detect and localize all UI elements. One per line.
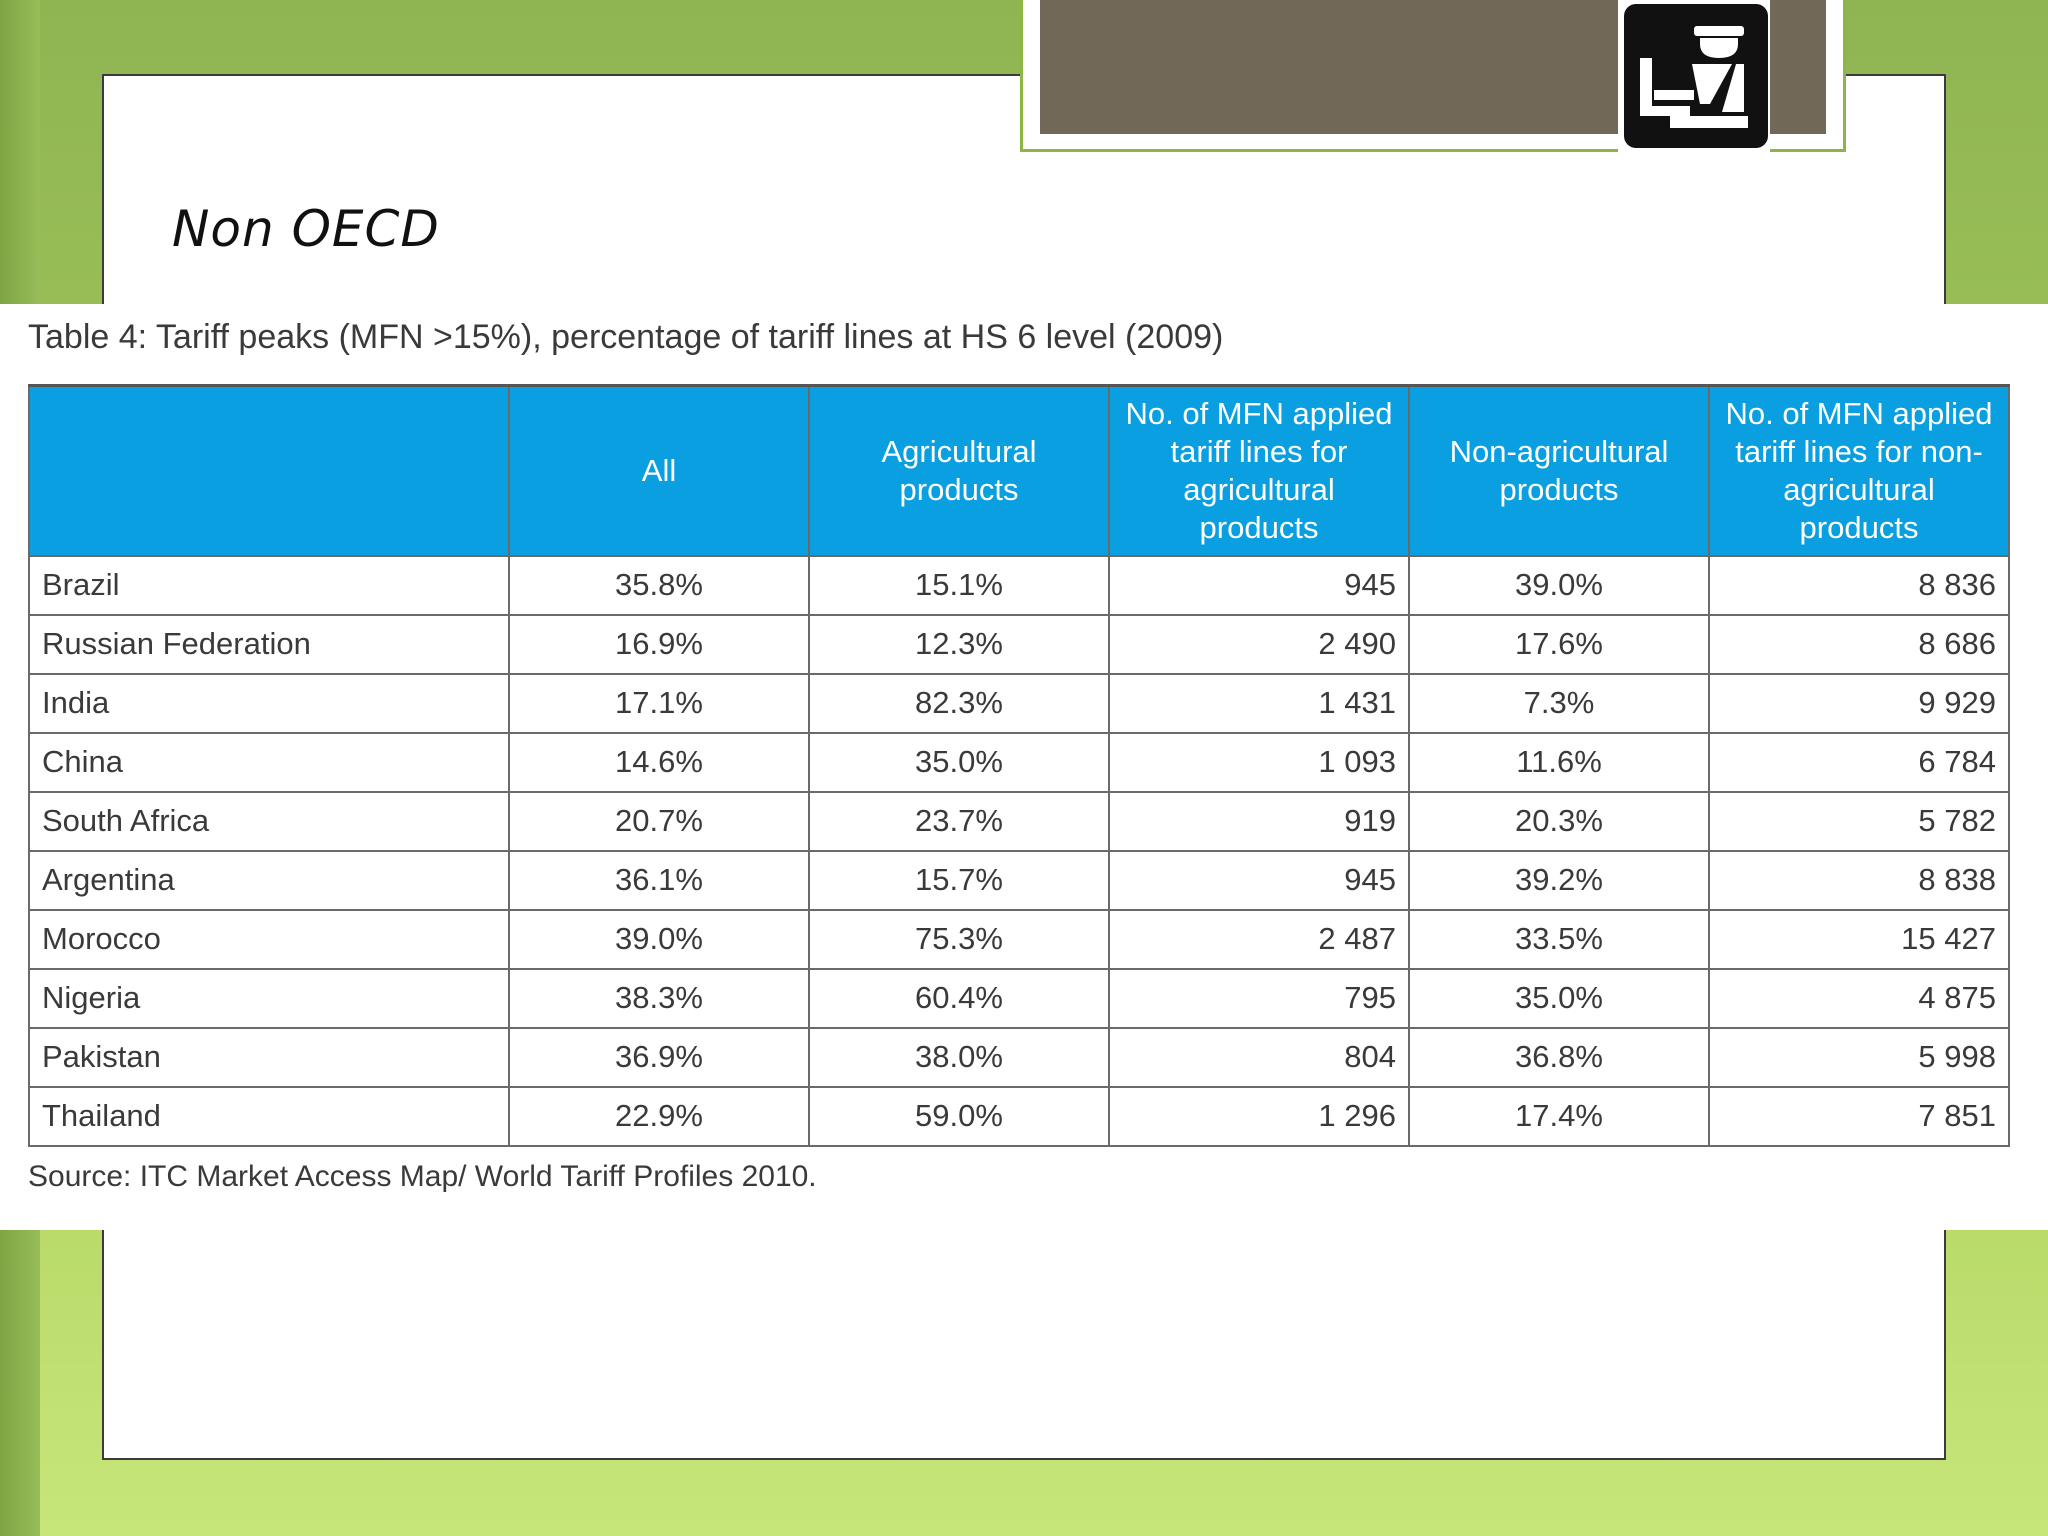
header-country xyxy=(28,384,510,557)
table-row: Morocco 39.0% 75.3% 2 487 33.5% 15 427 xyxy=(28,908,2010,970)
agricultural-cell: 60.4% xyxy=(808,967,1110,1029)
non-agri-lines-cell: 6 784 xyxy=(1708,731,2010,793)
non-agri-lines-cell: 5 782 xyxy=(1708,790,2010,852)
header-non-agricultural: Non-agricultural products xyxy=(1408,384,1710,557)
table-header-row: All Agricultural products No. of MFN app… xyxy=(28,384,2010,557)
table-row: South Africa 20.7% 23.7% 919 20.3% 5 782 xyxy=(28,790,2010,852)
agri-lines-cell: 1 296 xyxy=(1108,1085,1410,1147)
header-agricultural: Agricultural products xyxy=(808,384,1110,557)
non-agri-lines-cell: 7 851 xyxy=(1708,1085,2010,1147)
header-all: All xyxy=(508,384,810,557)
country-cell: South Africa xyxy=(28,790,510,852)
non-agri-lines-cell: 8 836 xyxy=(1708,554,2010,616)
country-cell: Morocco xyxy=(28,908,510,970)
table-panel: Table 4: Tariff peaks (MFN >15%), percen… xyxy=(0,304,2048,1230)
country-cell: Russian Federation xyxy=(28,613,510,675)
agricultural-cell: 15.7% xyxy=(808,849,1110,911)
country-cell: Brazil xyxy=(28,554,510,616)
non-agri-lines-cell: 9 929 xyxy=(1708,672,2010,734)
country-cell: China xyxy=(28,731,510,793)
all-cell: 14.6% xyxy=(508,731,810,793)
agri-lines-cell: 919 xyxy=(1108,790,1410,852)
agricultural-cell: 15.1% xyxy=(808,554,1110,616)
table-row: China 14.6% 35.0% 1 093 11.6% 6 784 xyxy=(28,731,2010,793)
header-agri-tariff-lines: No. of MFN applied tariff lines for agri… xyxy=(1108,384,1410,557)
table-row: Argentina 36.1% 15.7% 945 39.2% 8 838 xyxy=(28,849,2010,911)
agri-lines-cell: 945 xyxy=(1108,554,1410,616)
agricultural-cell: 59.0% xyxy=(808,1085,1110,1147)
non-agricultural-cell: 20.3% xyxy=(1408,790,1710,852)
non-agricultural-cell: 39.2% xyxy=(1408,849,1710,911)
table-row: Brazil 35.8% 15.1% 945 39.0% 8 836 xyxy=(28,554,2010,616)
agricultural-cell: 12.3% xyxy=(808,613,1110,675)
all-cell: 35.8% xyxy=(508,554,810,616)
agri-lines-cell: 2 487 xyxy=(1108,908,1410,970)
slide-title: Non OECD xyxy=(172,200,440,258)
all-cell: 16.9% xyxy=(508,613,810,675)
all-cell: 36.1% xyxy=(508,849,810,911)
country-cell: Argentina xyxy=(28,849,510,911)
all-cell: 38.3% xyxy=(508,967,810,1029)
customs-officer-icon xyxy=(1624,4,1768,148)
all-cell: 22.9% xyxy=(508,1085,810,1147)
country-cell: Pakistan xyxy=(28,1026,510,1088)
all-cell: 20.7% xyxy=(508,790,810,852)
table-row: Thailand 22.9% 59.0% 1 296 17.4% 7 851 xyxy=(28,1085,2010,1147)
tariff-peaks-table: All Agricultural products No. of MFN app… xyxy=(28,384,2010,1147)
table-row: India 17.1% 82.3% 1 431 7.3% 9 929 xyxy=(28,672,2010,734)
all-cell: 17.1% xyxy=(508,672,810,734)
agri-lines-cell: 1 093 xyxy=(1108,731,1410,793)
non-agricultural-cell: 35.0% xyxy=(1408,967,1710,1029)
non-agricultural-cell: 17.6% xyxy=(1408,613,1710,675)
non-agri-lines-cell: 4 875 xyxy=(1708,967,2010,1029)
non-agricultural-cell: 17.4% xyxy=(1408,1085,1710,1147)
agricultural-cell: 82.3% xyxy=(808,672,1110,734)
country-cell: India xyxy=(28,672,510,734)
non-agricultural-cell: 36.8% xyxy=(1408,1026,1710,1088)
agricultural-cell: 35.0% xyxy=(808,731,1110,793)
table-caption: Table 4: Tariff peaks (MFN >15%), percen… xyxy=(28,318,1224,356)
agri-lines-cell: 945 xyxy=(1108,849,1410,911)
all-cell: 39.0% xyxy=(508,908,810,970)
table-row: Pakistan 36.9% 38.0% 804 36.8% 5 998 xyxy=(28,1026,2010,1088)
non-agricultural-cell: 39.0% xyxy=(1408,554,1710,616)
country-cell: Thailand xyxy=(28,1085,510,1147)
non-agricultural-cell: 33.5% xyxy=(1408,908,1710,970)
non-agricultural-cell: 11.6% xyxy=(1408,731,1710,793)
non-agri-lines-cell: 8 686 xyxy=(1708,613,2010,675)
header-non-agri-tariff-lines: No. of MFN applied tariff lines for non-… xyxy=(1708,384,2010,557)
non-agricultural-cell: 7.3% xyxy=(1408,672,1710,734)
all-cell: 36.9% xyxy=(508,1026,810,1088)
agri-lines-cell: 795 xyxy=(1108,967,1410,1029)
non-agri-lines-cell: 8 838 xyxy=(1708,849,2010,911)
agri-lines-cell: 804 xyxy=(1108,1026,1410,1088)
table-row: Russian Federation 16.9% 12.3% 2 490 17.… xyxy=(28,613,2010,675)
table-row: Nigeria 38.3% 60.4% 795 35.0% 4 875 xyxy=(28,967,2010,1029)
source-note: Source: ITC Market Access Map/ World Tar… xyxy=(28,1160,817,1193)
non-agri-lines-cell: 5 998 xyxy=(1708,1026,2010,1088)
agri-lines-cell: 2 490 xyxy=(1108,613,1410,675)
agricultural-cell: 23.7% xyxy=(808,790,1110,852)
agricultural-cell: 75.3% xyxy=(808,908,1110,970)
agricultural-cell: 38.0% xyxy=(808,1026,1110,1088)
non-agri-lines-cell: 15 427 xyxy=(1708,908,2010,970)
agri-lines-cell: 1 431 xyxy=(1108,672,1410,734)
country-cell: Nigeria xyxy=(28,967,510,1029)
